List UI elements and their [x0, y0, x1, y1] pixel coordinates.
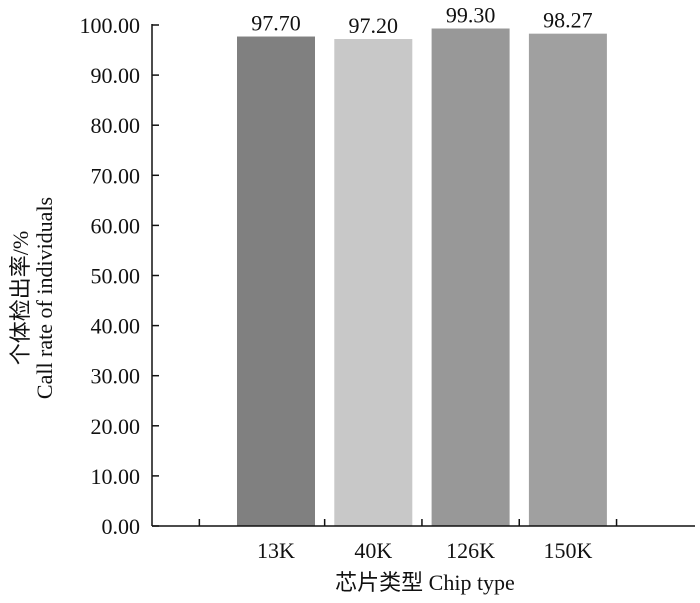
axes — [151, 24, 695, 527]
bar-13k — [237, 36, 315, 526]
y-axis-title-chinese: 个体检出率/% — [8, 231, 33, 365]
bar-150k — [528, 33, 607, 527]
y-tick-label: 60.00 — [91, 213, 141, 238]
bar-40k — [334, 39, 413, 526]
x-tick-label: 40K — [354, 538, 392, 563]
y-axis-ticks: 0.00 10.00 20.00 30.00 40.00 50.00 60.00 70.00 8… — [80, 13, 159, 539]
y-tick-label: 10.00 — [91, 464, 141, 489]
y-tick-label: 30.00 — [91, 364, 141, 389]
y-tick-label: 40.00 — [91, 314, 141, 339]
bar-value-label: 98.27 — [543, 8, 593, 33]
y-tick-label: 100.00 — [80, 13, 141, 38]
y-tick-label: 90.00 — [91, 63, 141, 88]
bar-value-label: 97.70 — [251, 11, 301, 36]
x-tick-label: 150K — [543, 538, 592, 563]
y-tick-label: 70.00 — [91, 163, 141, 188]
y-axis-title-english: Call rate of individuals — [32, 197, 57, 399]
x-tick-label: 126K — [446, 538, 495, 563]
x-axis-tick-labels: 13K 40K 126K 150K — [198, 519, 618, 563]
bar-value-label: 99.30 — [446, 3, 496, 28]
y-tick-label: 0.00 — [102, 514, 141, 539]
bar-126k — [431, 28, 510, 527]
plot-area: 97.70 97.20 99.30 98.27 — [237, 3, 607, 527]
y-tick-label: 50.00 — [91, 264, 141, 289]
y-tick-label: 80.00 — [91, 113, 141, 138]
bar-value-label: 97.20 — [349, 13, 399, 38]
x-axis-title: 芯片类型 Chip type — [335, 570, 515, 595]
y-tick-label: 20.00 — [91, 414, 141, 439]
x-tick-label: 13K — [257, 538, 295, 563]
